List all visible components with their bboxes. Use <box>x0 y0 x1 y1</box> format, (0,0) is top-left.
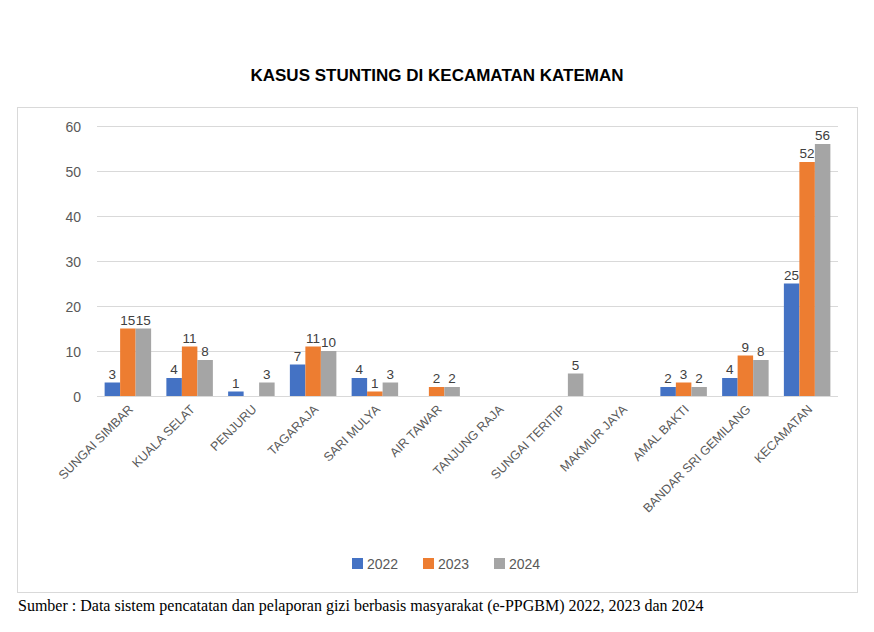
bar <box>815 144 831 396</box>
bar <box>228 392 244 397</box>
grid-line <box>97 216 838 217</box>
bar <box>799 162 815 396</box>
bar <box>290 365 306 397</box>
data-label: 3 <box>263 367 271 382</box>
x-tick-label: PENJURU <box>208 402 260 454</box>
y-tick-label: 50 <box>65 164 81 180</box>
data-label: 1 <box>371 376 379 391</box>
data-label: 4 <box>356 362 364 377</box>
data-label: 9 <box>742 340 750 355</box>
data-label: 11 <box>306 331 320 346</box>
x-tick-label: BANDAR SRI GEMILANG <box>640 402 753 515</box>
data-label: 52 <box>800 146 815 161</box>
data-label: 2 <box>664 371 672 386</box>
data-label: 3 <box>680 367 688 382</box>
x-tick-label: AIR TAWAR <box>387 402 445 460</box>
data-label: 4 <box>170 362 178 377</box>
grid-line <box>97 126 838 127</box>
data-label: 2 <box>695 371 703 386</box>
bar <box>352 378 368 396</box>
data-label: 5 <box>572 358 580 373</box>
bar <box>660 387 676 396</box>
legend-swatch <box>423 558 434 569</box>
bar <box>429 387 445 396</box>
x-tick-label: SUNGAI SIMBAR <box>56 402 136 482</box>
y-tick-label: 30 <box>65 254 81 270</box>
bar <box>182 347 198 397</box>
data-label: 4 <box>726 362 734 377</box>
chart-frame <box>18 108 858 593</box>
legend-label: 2023 <box>438 556 469 572</box>
bar <box>305 347 321 397</box>
x-tick-label: KUALA SELAT <box>130 402 198 470</box>
y-tick-label: 20 <box>65 299 81 315</box>
data-label: 1 <box>232 376 240 391</box>
bar <box>259 383 275 397</box>
data-label: 11 <box>183 331 197 346</box>
bar <box>722 378 738 396</box>
x-tick-label: SUNGAI TERITIP <box>488 402 568 482</box>
bar <box>691 387 707 396</box>
data-label: 25 <box>784 268 799 283</box>
data-label: 8 <box>757 344 765 359</box>
bar <box>444 387 460 396</box>
bar <box>120 329 136 397</box>
chart: KASUS STUNTING DI KECAMATAN KATEMAN 0 10 20… <box>0 0 874 632</box>
x-tick-label: AMAL BAKTI <box>630 402 692 464</box>
bar <box>753 360 769 396</box>
bar <box>197 360 213 396</box>
data-label: 15 <box>120 313 135 328</box>
y-tick-label: 0 <box>73 389 81 405</box>
data-label: 8 <box>201 344 209 359</box>
title: KASUS STUNTING DI KECAMATAN KATEMAN <box>250 66 623 85</box>
x-axis-line <box>97 396 838 397</box>
legend-label: 2024 <box>509 556 540 572</box>
data-label: 3 <box>387 367 395 382</box>
y-tick-label: 60 <box>65 119 81 135</box>
source-note: Sumber : Data sistem pencatatan dan pela… <box>18 597 704 615</box>
data-label: 56 <box>815 128 830 143</box>
data-labels: 3417424251511111239521583103252856 <box>109 128 831 391</box>
bars <box>105 144 831 396</box>
data-label: 15 <box>136 313 151 328</box>
data-label: 2 <box>448 371 456 386</box>
bar <box>166 378 182 396</box>
x-tick-label: MAKMUR JAYA <box>558 402 631 475</box>
data-label: 2 <box>433 371 441 386</box>
legend-swatch <box>494 558 505 569</box>
x-tick-label: SARI MULYA <box>321 402 384 465</box>
bar <box>383 383 399 397</box>
bar <box>367 392 383 397</box>
bar <box>105 383 121 397</box>
legend: 2022 2023 2024 <box>352 556 540 572</box>
legend-label: 2022 <box>367 556 398 572</box>
y-tick-label: 10 <box>65 344 81 360</box>
data-label: 7 <box>294 349 302 364</box>
grid-line <box>97 306 838 307</box>
x-tick-label: KECAMATAN <box>752 402 816 466</box>
grid-line <box>97 396 838 397</box>
bar <box>136 329 152 397</box>
data-label: 10 <box>321 335 336 350</box>
grid-line <box>97 171 838 172</box>
bar <box>568 374 584 397</box>
y-tick-label: 40 <box>65 209 81 225</box>
x-tick-label: TAGARAJA <box>265 402 321 458</box>
data-label: 3 <box>109 367 117 382</box>
bar <box>784 284 800 397</box>
legend-swatch <box>352 558 363 569</box>
bar <box>321 351 337 396</box>
bar <box>738 356 754 397</box>
bar <box>676 383 692 397</box>
grid-line <box>97 261 838 262</box>
